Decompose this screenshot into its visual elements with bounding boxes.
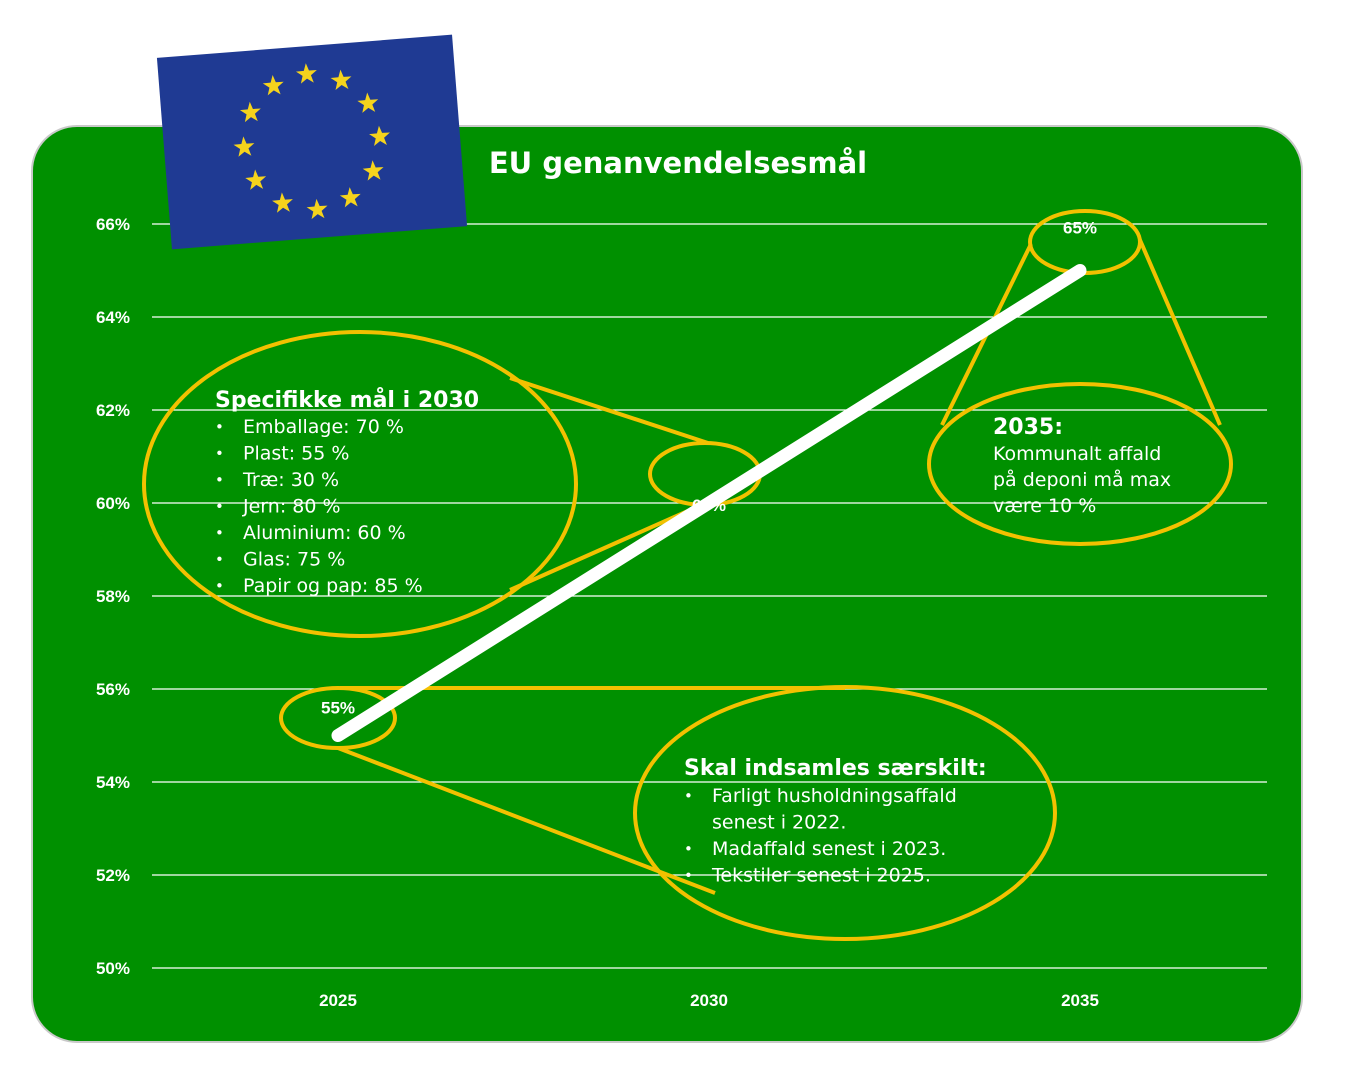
callout-specific-2030	[142, 330, 762, 638]
callout-landfill-lines: Kommunalt affald på deponi må max være 10 …	[993, 443, 1171, 517]
chart-panel	[31, 125, 1303, 1043]
bullet: •	[215, 418, 224, 436]
y-tick-label: 64%	[96, 308, 130, 327]
star-icon	[339, 187, 361, 208]
y-tick-label: 58%	[96, 587, 130, 606]
callout-separate-heading: Skal indsamles særskilt:	[684, 756, 987, 781]
star-icon	[233, 136, 255, 157]
callout-landfill-heading: 2035:	[993, 415, 1063, 440]
star-icon	[239, 101, 261, 123]
data-label: 55%	[321, 699, 355, 718]
callout-separate-ellipse	[633, 685, 1057, 941]
data-labels: 55% 60% 65%	[321, 219, 1097, 718]
bullet: •	[684, 787, 693, 805]
star-icon	[295, 63, 317, 84]
callout-landfill-line: på deponi må max	[993, 468, 1171, 491]
callout-landfill-line: være 10 %	[993, 495, 1096, 517]
eu-flag-field	[156, 34, 468, 250]
callout-specific-heading: Specifikke mål i 2030	[215, 387, 479, 413]
data-label: 65%	[1063, 219, 1097, 238]
callout-specific-item: Aluminium: 60 %	[243, 522, 406, 544]
y-tick-label: 50%	[96, 959, 130, 978]
callout-landfill-2035	[927, 209, 1233, 546]
series-line-group	[331, 264, 1087, 742]
callout-specific-text: Specifikke mål i 2030 • Emballage: 70 % • P…	[215, 387, 479, 597]
callout-55-ellipse	[279, 686, 397, 750]
series-line	[331, 264, 1087, 742]
callout-landfill-ellipse	[927, 382, 1233, 546]
eu-flag-icon	[156, 34, 468, 250]
star-icon	[357, 92, 379, 113]
data-label: 60%	[692, 496, 726, 515]
callout-specific-item: Papir og pap: 85 %	[243, 575, 423, 597]
callout-specific-item: Træ: 30 %	[242, 469, 339, 491]
callout-separate-text: Skal indsamles særskilt: • Farligt hushol…	[684, 756, 987, 887]
callout-separate-list: • Farligt husholdningsaffald senest i 2022…	[684, 785, 957, 887]
star-icon	[272, 192, 293, 213]
star-icon	[306, 198, 328, 220]
y-tick-label: 56%	[96, 680, 130, 699]
y-tick-label: 60%	[96, 494, 130, 513]
y-tick-label: 66%	[96, 215, 130, 234]
callout-specific-item: Emballage: 70 %	[243, 416, 404, 438]
y-tick-label: 62%	[96, 401, 130, 420]
y-tick-label: 54%	[96, 773, 130, 792]
callout-landfill-line: Kommunalt affald	[993, 443, 1161, 465]
bullet: •	[215, 524, 224, 542]
x-tick-label: 2025	[319, 991, 357, 1010]
star-icon	[369, 125, 390, 147]
callout-specific-item: Glas: 75 %	[243, 549, 345, 571]
callout-separate-collection	[279, 685, 1057, 941]
star-icon	[362, 160, 384, 181]
x-tick-label: 2030	[690, 991, 728, 1010]
star-icon	[245, 169, 267, 190]
star-icon	[262, 74, 284, 96]
star-icon	[330, 69, 352, 91]
callout-specific-list: • Emballage: 70 % • Plast: 55 % • Træ: 30 % • J…	[215, 416, 423, 597]
bullet: •	[215, 498, 224, 516]
bullet: •	[684, 840, 693, 858]
x-tick-label: 2035	[1061, 991, 1099, 1010]
callout-specific-ellipse	[142, 330, 578, 638]
callout-specific-item: Plast: 55 %	[243, 443, 349, 465]
chart-title: EU genanvendelsesmål	[489, 146, 867, 180]
y-tick-label: 52%	[96, 866, 130, 885]
callout-separate-item: Farligt husholdningsaffald	[712, 785, 957, 807]
callout-separate-item: Madaffald senest i 2023.	[712, 838, 946, 860]
bullet: •	[684, 867, 693, 885]
bullet: •	[215, 445, 224, 463]
x-axis: 2025 2030 2035	[319, 991, 1099, 1010]
bullet: •	[215, 551, 224, 569]
bullet: •	[215, 471, 224, 489]
eu-flag-stars	[233, 63, 390, 220]
callout-separate-item: Tekstiler senest i 2025.	[711, 865, 931, 887]
y-axis: 50% 52% 54% 56% 58% 60% 62% 64% 66%	[96, 215, 130, 978]
callout-separate-item: senest i 2022.	[712, 812, 846, 834]
callout-specific-item: Jern: 80 %	[242, 496, 341, 518]
bullet: •	[215, 577, 224, 595]
callout-landfill-text: 2035: Kommunalt affald på deponi må max væ…	[993, 415, 1171, 517]
